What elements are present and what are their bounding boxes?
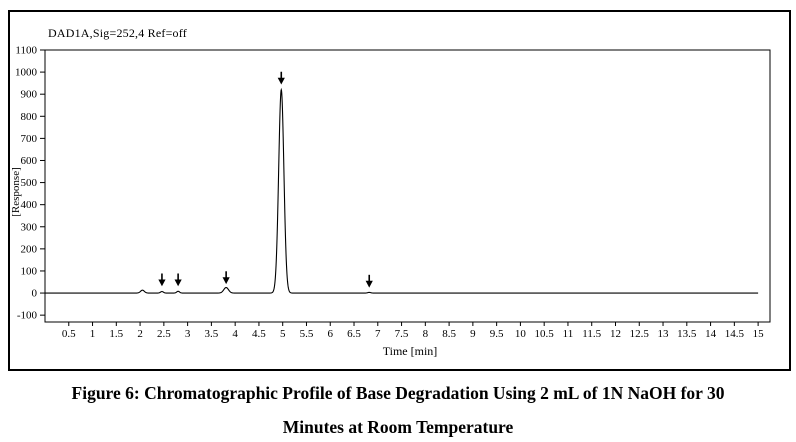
y-tick-label: 600 <box>21 155 38 167</box>
y-axis-title: [Response] <box>10 167 22 217</box>
x-tick-label: 5.5 <box>300 328 314 340</box>
plot-title: DAD1A,Sig=252,4 Ref=off <box>48 26 187 40</box>
x-tick-label: 2.5 <box>157 328 171 340</box>
x-axis-title: Time [min] <box>382 344 438 358</box>
x-tick-label: 12.5 <box>630 328 650 340</box>
caption-line-2: Minutes at Room Temperature <box>282 417 514 437</box>
figure-caption: Figure 6: Chromatographic Profile of Bas… <box>0 376 796 442</box>
x-tick-label: 9 <box>470 328 476 340</box>
peak-marker-arrowhead <box>365 280 373 288</box>
caption-line-1: Figure 6: Chromatographic Profile of Bas… <box>71 383 725 403</box>
x-tick-label: 0.5 <box>62 328 76 340</box>
y-tick-label: 700 <box>21 133 38 145</box>
peak-marker-arrowhead <box>158 279 166 287</box>
x-tick-label: 5 <box>280 328 286 340</box>
y-tick-label: 100 <box>21 265 38 277</box>
peak-marker-arrowhead <box>174 279 182 287</box>
y-tick-label: 1000 <box>15 67 38 79</box>
y-tick-label: 1100 <box>15 45 37 57</box>
y-tick-label: 200 <box>21 243 38 255</box>
x-tick-label: 1.5 <box>109 328 123 340</box>
x-tick-label: 15 <box>753 328 765 340</box>
peak-marker-arrowhead <box>222 277 230 285</box>
x-tick-label: 7.5 <box>395 328 409 340</box>
x-tick-label: 7 <box>375 328 381 340</box>
chromatogram-trace <box>45 87 759 294</box>
x-tick-label: 8.5 <box>442 328 456 340</box>
x-tick-label: 11 <box>563 328 574 340</box>
x-tick-label: 14 <box>705 328 717 340</box>
y-tick-label: -100 <box>17 310 38 322</box>
x-tick-label: 13 <box>658 328 670 340</box>
x-tick-label: 13.5 <box>677 328 697 340</box>
y-tick-label: 800 <box>21 111 38 123</box>
x-tick-label: 3.5 <box>205 328 219 340</box>
y-tick-label: 0 <box>32 288 38 300</box>
x-tick-label: 6.5 <box>347 328 361 340</box>
x-tick-label: 6 <box>327 328 333 340</box>
y-tick-label: 500 <box>21 177 38 189</box>
x-tick-label: 8 <box>423 328 429 340</box>
x-tick-label: 12 <box>610 328 621 340</box>
x-tick-label: 10 <box>515 328 527 340</box>
x-tick-label: 1 <box>90 328 96 340</box>
x-tick-label: 11.5 <box>582 328 601 340</box>
x-tick-label: 9.5 <box>490 328 504 340</box>
y-tick-label: 400 <box>21 199 38 211</box>
x-tick-label: 14.5 <box>725 328 745 340</box>
x-tick-label: 10.5 <box>535 328 555 340</box>
x-tick-label: 4.5 <box>252 328 266 340</box>
x-tick-label: 4 <box>232 328 238 340</box>
x-tick-label: 3 <box>185 328 191 340</box>
plot-box <box>44 49 771 323</box>
chromatogram-frame: -100 0 100 200 300 400 500 600 700 800 900 1000 1100… <box>8 10 791 371</box>
y-tick-label: 300 <box>21 221 38 233</box>
y-tick-label: 900 <box>21 89 38 101</box>
chromatogram-plot: -100010020030040050060070080090010001100… <box>15 45 771 340</box>
x-tick-label: 2 <box>137 328 143 340</box>
peak-marker-arrowhead <box>277 77 285 85</box>
